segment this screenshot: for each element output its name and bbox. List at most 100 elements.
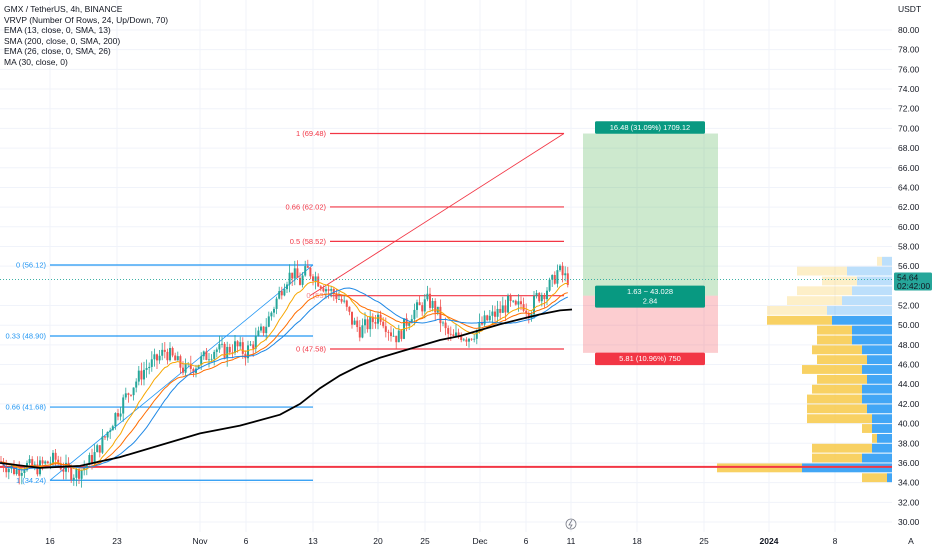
volume-bar-down bbox=[797, 286, 852, 296]
volume-bar-up bbox=[852, 325, 892, 335]
candle-body bbox=[434, 301, 437, 313]
volume-bar-up bbox=[832, 315, 892, 325]
indicator-sma200[interactable]: SMA (200, close, 0, SMA, 200) bbox=[4, 35, 121, 46]
candle-body bbox=[501, 305, 504, 313]
candle-body bbox=[234, 341, 236, 353]
candle-body bbox=[301, 275, 304, 285]
price-tick-label: 62.00 bbox=[898, 202, 920, 212]
candle-body bbox=[143, 369, 145, 380]
candle-body bbox=[559, 265, 561, 271]
candle-body bbox=[111, 426, 114, 431]
fib-level-label: 0.66 (62.02) bbox=[286, 202, 327, 211]
candle-body bbox=[88, 455, 91, 466]
volume-bar-up bbox=[867, 404, 892, 414]
candle-body bbox=[62, 469, 65, 472]
entry-badge bbox=[595, 285, 705, 308]
volume-bar-down bbox=[817, 374, 867, 384]
candle-body bbox=[507, 295, 509, 313]
price-tick-label: 70.00 bbox=[898, 123, 920, 133]
chart-legend: GMX / TetherUS, 4h, BINANCE VRVP (Number… bbox=[4, 4, 168, 67]
candle-body bbox=[213, 351, 216, 359]
auto-scale-button[interactable]: A bbox=[908, 536, 914, 546]
fib-trend-line[interactable] bbox=[49, 264, 314, 481]
price-tick-label: 46.00 bbox=[898, 360, 920, 370]
price-tick-label: 36.00 bbox=[898, 458, 920, 468]
candle-body bbox=[174, 355, 177, 361]
candle-body bbox=[538, 293, 541, 302]
time-tick-label: 18 bbox=[632, 536, 642, 546]
candle-body bbox=[442, 322, 444, 324]
candle-body bbox=[345, 300, 348, 307]
candle-body bbox=[140, 370, 143, 380]
volume-bar-up bbox=[872, 424, 892, 433]
fib-level-label: 0 (56.12) bbox=[16, 260, 47, 269]
volume-bar-down bbox=[877, 256, 882, 266]
candle-body bbox=[182, 367, 184, 373]
candle-body bbox=[335, 293, 338, 300]
candle-body bbox=[163, 349, 166, 352]
candle-body bbox=[553, 275, 556, 284]
candle-body bbox=[93, 452, 96, 464]
volume-bar-up bbox=[887, 473, 892, 483]
volume-bar-down bbox=[817, 335, 852, 345]
candle-body bbox=[260, 326, 262, 331]
candle-body bbox=[184, 363, 187, 373]
volume-bar-up bbox=[852, 335, 892, 345]
profit-zone[interactable] bbox=[583, 133, 718, 296]
candle-body bbox=[322, 288, 325, 292]
candle-body bbox=[525, 310, 528, 313]
time-tick-label: 23 bbox=[112, 536, 122, 546]
candle-body bbox=[413, 309, 416, 320]
candle-body bbox=[273, 308, 275, 313]
candle-body bbox=[397, 330, 400, 343]
indicator-ema13[interactable]: EMA (13, close, 0, SMA, 13) bbox=[4, 25, 111, 35]
volume-bar-down bbox=[807, 404, 867, 414]
volume-bar-up bbox=[842, 296, 892, 306]
candle-body bbox=[343, 300, 346, 302]
candle-body bbox=[18, 469, 21, 476]
candle-body bbox=[517, 301, 520, 305]
candle-body bbox=[267, 316, 270, 327]
currency-label[interactable]: USDT bbox=[898, 4, 921, 14]
candle-body bbox=[535, 293, 538, 296]
time-tick-label: 25 bbox=[699, 536, 709, 546]
candle-body bbox=[561, 265, 564, 276]
candle-body bbox=[348, 306, 351, 312]
candle-body bbox=[332, 289, 335, 294]
candle-body bbox=[148, 366, 151, 369]
volume-bar-up bbox=[867, 355, 892, 365]
volume-bar-down bbox=[817, 325, 852, 335]
candle-body bbox=[280, 291, 283, 296]
time-axis-bg bbox=[0, 532, 932, 550]
lightning-icon[interactable] bbox=[565, 518, 577, 530]
candle-body bbox=[520, 301, 522, 305]
indicator-vrvp[interactable]: VRVP (Number Of Rows, 24, Up/Down, 70) bbox=[4, 14, 169, 25]
long-position-tool[interactable] bbox=[583, 133, 718, 353]
candle-body bbox=[460, 335, 463, 341]
symbol-title[interactable]: GMX / TetherUS, 4h, BINANCE bbox=[4, 4, 123, 14]
time-tick-label: 6 bbox=[244, 536, 249, 546]
indicator-ma30[interactable]: MA (30, close, 0) bbox=[4, 56, 68, 67]
volume-bar-up bbox=[862, 453, 892, 463]
candle-body bbox=[369, 316, 372, 330]
fib-trend-line[interactable] bbox=[309, 133, 565, 297]
candle-body bbox=[156, 354, 158, 361]
candle-body bbox=[70, 467, 73, 480]
indicator-ema26[interactable]: EMA (26, close, 0, SMA, 26) bbox=[4, 46, 111, 56]
candle-body bbox=[465, 339, 468, 342]
candle-body bbox=[265, 326, 268, 334]
candle-body bbox=[556, 270, 559, 284]
candle-body bbox=[231, 352, 234, 354]
fib-level-label: 0.66 (41.68) bbox=[6, 403, 47, 412]
lightning-bolt-icon bbox=[568, 519, 573, 529]
candle-body bbox=[122, 397, 125, 414]
candle-body bbox=[135, 381, 138, 388]
candle-body bbox=[202, 351, 205, 357]
candle-body bbox=[361, 325, 364, 338]
fib-level-label: 1 (34.24) bbox=[16, 476, 47, 485]
candle-body bbox=[504, 305, 507, 313]
time-axis[interactable]: 16 23 Nov 6 13 20 25 Dec 6 11 18 25 2024 8 A bbox=[0, 518, 932, 550]
